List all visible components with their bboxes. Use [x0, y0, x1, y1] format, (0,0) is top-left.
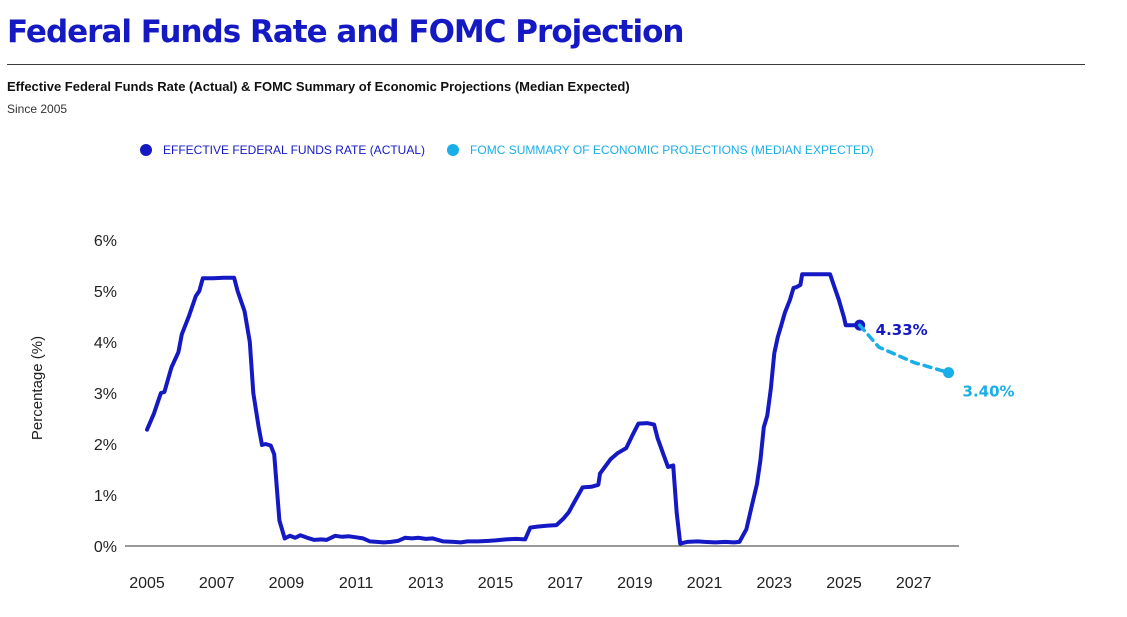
- x-tick-label: 2017: [547, 575, 583, 592]
- y-tick-label: 6%: [94, 233, 117, 250]
- legend-dot-projection: [447, 144, 460, 156]
- x-tick-label: 2005: [129, 575, 165, 592]
- y-tick-label: 0%: [94, 539, 117, 556]
- x-tick-label: 2013: [408, 575, 444, 592]
- y-tick-label: 3%: [94, 386, 117, 403]
- legend-item-actual: EFFECTIVE FEDERAL FUNDS RATE (ACTUAL): [140, 143, 425, 157]
- y-tick-label: 4%: [94, 335, 117, 352]
- chart-subtitle: Effective Federal Funds Rate (Actual) & …: [7, 79, 630, 94]
- end-label-actual: 4.33%: [876, 321, 928, 339]
- series-line-projection: [857, 323, 951, 375]
- legend-label-projection: FOMC SUMMARY OF ECONOMIC PROJECTIONS (ME…: [470, 143, 874, 157]
- end-label-projection: 3.40%: [963, 383, 1015, 401]
- series-layer: [145, 272, 955, 546]
- y-tick-label: 5%: [94, 284, 117, 301]
- y-tick-label: 1%: [94, 488, 117, 505]
- main-title: Federal Funds Rate and FOMC Projection: [7, 14, 684, 50]
- x-tick-label: 2023: [756, 575, 792, 592]
- legend-label-actual: EFFECTIVE FEDERAL FUNDS RATE (ACTUAL): [163, 143, 426, 157]
- legend-item-projection: FOMC SUMMARY OF ECONOMIC PROJECTIONS (ME…: [447, 143, 874, 157]
- x-tick-label: 2021: [687, 575, 723, 592]
- x-tick-label: 2007: [199, 575, 235, 592]
- y-axis-title: Percentage (%): [29, 336, 46, 440]
- x-tick-label: 2019: [617, 575, 653, 592]
- date-range-note: Since 2005: [7, 102, 68, 116]
- y-tick-label: 2%: [94, 437, 117, 454]
- x-tick-label: 2025: [826, 575, 862, 592]
- legend-dot-actual: [140, 144, 152, 156]
- title-divider: [7, 64, 1085, 65]
- x-tick-label: 2027: [896, 575, 932, 592]
- end-point-projection: [943, 367, 955, 379]
- series-line-actual: [145, 272, 862, 546]
- x-axis: 2005 2007 2009 2011 2013 2015 2017 2019 2021 2023…: [125, 545, 959, 592]
- end-label-layer: 4.33% 3.40%: [876, 321, 1015, 400]
- chart-legend: EFFECTIVE FEDERAL FUNDS RATE (ACTUAL) FO…: [140, 143, 874, 157]
- x-tick-label: 2015: [478, 575, 514, 592]
- x-tick-label: 2009: [269, 575, 305, 592]
- x-tick-label: 2011: [339, 575, 374, 592]
- y-axis: 0% 1% 2% 3% 4% 5% 6%: [94, 233, 117, 556]
